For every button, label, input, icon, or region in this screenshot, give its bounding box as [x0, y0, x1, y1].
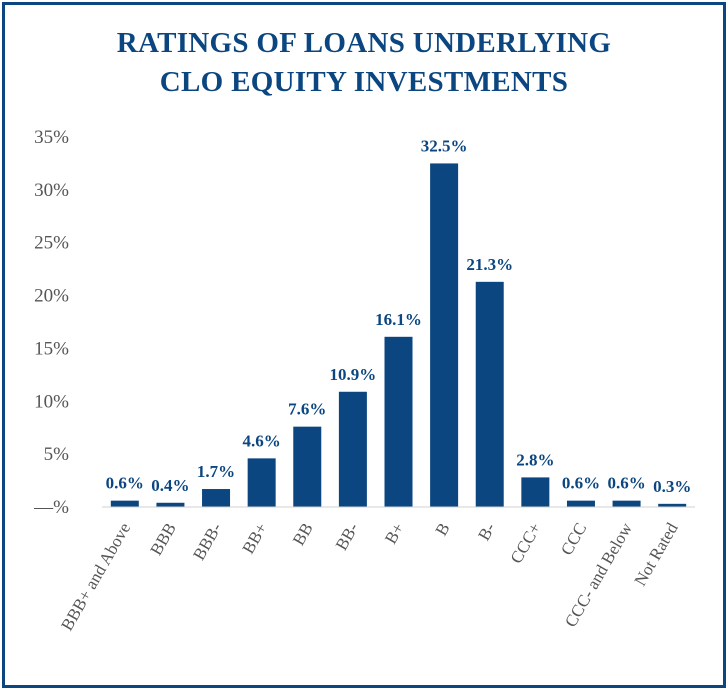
- bar: [612, 500, 641, 507]
- data-label: 4.6%: [243, 431, 281, 450]
- category-label: BB+: [239, 520, 272, 557]
- bar: [521, 477, 550, 507]
- data-label: 0.4%: [151, 476, 189, 495]
- category-label: B-: [474, 519, 499, 544]
- category-label: BBB-: [189, 519, 225, 563]
- y-tick-label: 10%: [34, 391, 69, 412]
- data-label: 7.6%: [288, 400, 326, 419]
- bar: [202, 489, 231, 507]
- y-tick-label: 5%: [44, 444, 70, 465]
- category-label: BB: [289, 520, 317, 549]
- category-label: BBB: [146, 520, 179, 559]
- category-label: CCC: [557, 520, 590, 559]
- data-label: 0.3%: [653, 477, 691, 496]
- bar: [566, 500, 595, 507]
- bar: [338, 391, 367, 507]
- data-label: 21.3%: [466, 255, 513, 274]
- category-label: CCC+: [507, 520, 545, 567]
- data-label: 2.8%: [516, 450, 554, 469]
- y-tick-label: 25%: [34, 233, 69, 254]
- data-label: 32.5%: [421, 136, 468, 155]
- y-tick-label: 20%: [34, 286, 69, 307]
- chart-title: RATINGS OF LOANS UNDERLYING CLO EQUITY I…: [0, 24, 728, 102]
- y-tick-label: 35%: [34, 127, 69, 148]
- y-tick-label: 15%: [34, 338, 69, 359]
- data-label: 16.1%: [375, 310, 422, 329]
- chart-title-line1: RATINGS OF LOANS UNDERLYING: [116, 27, 612, 59]
- data-label: 10.9%: [330, 365, 377, 384]
- bar: [658, 503, 687, 507]
- y-tick-label: —%: [33, 497, 69, 518]
- bar: [430, 163, 459, 507]
- bar: [156, 502, 185, 507]
- data-label: 0.6%: [607, 474, 645, 493]
- category-label: Not Rated: [630, 519, 681, 589]
- category-label: B+: [381, 520, 408, 548]
- data-label: 0.6%: [106, 474, 144, 493]
- bar: [475, 281, 504, 507]
- bar: [384, 336, 413, 507]
- category-label: BB-: [332, 519, 363, 553]
- category-label: BBB+ and Above: [57, 520, 134, 634]
- data-label: 1.7%: [197, 462, 235, 481]
- y-tick-label: 30%: [34, 180, 69, 201]
- bar: [293, 426, 322, 507]
- bar: [110, 500, 139, 507]
- category-label: B: [431, 520, 453, 539]
- chart-title-line2: CLO EQUITY INVESTMENTS: [159, 66, 569, 98]
- bar: [247, 458, 276, 507]
- data-label: 0.6%: [562, 474, 600, 493]
